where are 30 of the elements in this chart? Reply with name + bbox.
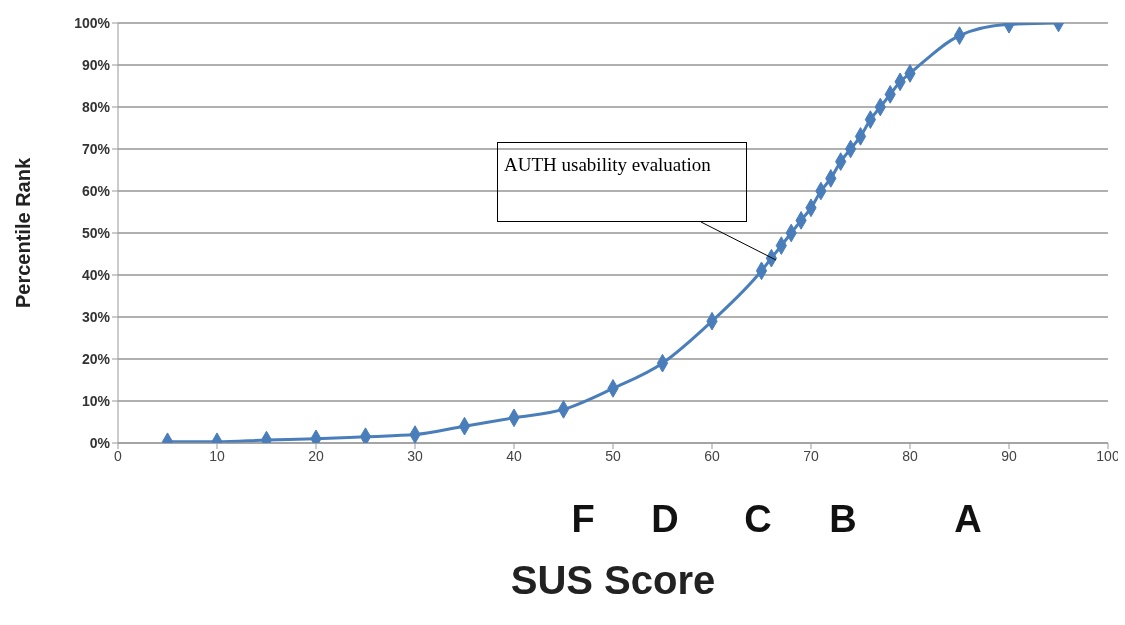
text: F (570, 498, 596, 541)
y-tick-label: 70% (81, 140, 111, 157)
annotation: AUTH usability evaluation (497, 142, 747, 222)
y-tick-label: 40% (81, 266, 111, 283)
x-tick-label: 40 (506, 447, 522, 464)
y-tick-label: 90% (81, 56, 111, 73)
x-tick-label: 0 (114, 447, 123, 464)
point (359, 427, 372, 443)
y-tick-label: 10% (81, 392, 111, 409)
x-tick-label: 10 (209, 447, 225, 464)
x-tick-label: 60 (704, 447, 720, 464)
y-tick-label: 0% (89, 434, 111, 451)
y-tick-label: 80% (81, 98, 111, 115)
x-axis-title: SUS Score (509, 558, 717, 603)
y-tick-label: 20% (81, 350, 111, 367)
x-tick-label: 70 (803, 447, 819, 464)
text: D (650, 498, 680, 541)
y-axis-title: Percentile Rank (12, 157, 35, 309)
y-tick-label: 60% (81, 182, 111, 199)
x-tick-label: 80 (902, 447, 918, 464)
text: C (743, 498, 773, 541)
text: A (953, 498, 983, 541)
y-tick-label: 100% (74, 14, 111, 31)
y-tick-label: 30% (81, 308, 111, 325)
x-tick-label: 20 (308, 447, 324, 464)
text: B (828, 498, 858, 541)
x-tick-label: 90 (1001, 447, 1017, 464)
y-tick-label: 50% (81, 224, 111, 241)
x-tick-label: 30 (407, 447, 423, 464)
x-tick-label: 50 (605, 447, 621, 464)
